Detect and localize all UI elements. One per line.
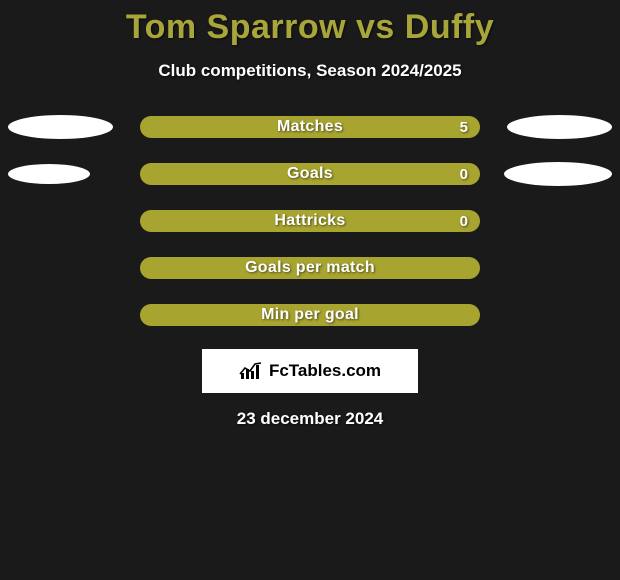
stat-row: Min per goal	[0, 303, 620, 327]
page-title: Tom Sparrow vs Duffy	[0, 0, 620, 47]
stat-label: Hattricks	[274, 212, 345, 230]
stat-row: Goals 0	[0, 162, 620, 186]
stat-label: Min per goal	[261, 306, 359, 324]
stat-label: Matches	[277, 118, 343, 136]
date-text: 23 december 2024	[0, 409, 620, 429]
stat-value: 0	[460, 166, 468, 183]
stat-label: Goals per match	[245, 259, 375, 277]
logo-badge: FcTables.com	[202, 349, 418, 393]
stat-value: 0	[460, 213, 468, 230]
stat-row: Hattricks 0	[0, 209, 620, 233]
stat-label: Goals	[287, 165, 333, 183]
right-ellipse	[507, 115, 612, 139]
stat-bar: Min per goal	[140, 304, 480, 326]
stat-bar: Hattricks 0	[140, 210, 480, 232]
stat-bar: Goals 0	[140, 163, 480, 185]
stat-row: Matches 5	[0, 115, 620, 139]
subtitle: Club competitions, Season 2024/2025	[0, 61, 620, 81]
logo-text: FcTables.com	[269, 361, 381, 381]
left-ellipse	[8, 164, 90, 184]
stat-bar: Goals per match	[140, 257, 480, 279]
barchart-icon	[239, 361, 265, 381]
left-ellipse	[8, 115, 113, 139]
stat-bars-container: Matches 5 Goals 0 Hattricks 0 Goals per match M…	[0, 115, 620, 327]
stat-row: Goals per match	[0, 256, 620, 280]
stat-value: 5	[460, 119, 468, 136]
stat-bar: Matches 5	[140, 116, 480, 138]
right-ellipse	[504, 162, 612, 186]
